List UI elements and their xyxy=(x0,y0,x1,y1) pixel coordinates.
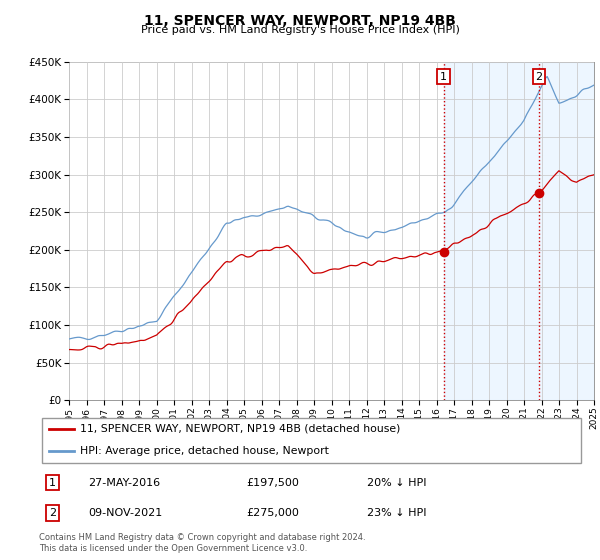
Text: 2: 2 xyxy=(49,508,56,518)
Text: 2: 2 xyxy=(535,72,542,82)
Text: Price paid vs. HM Land Registry's House Price Index (HPI): Price paid vs. HM Land Registry's House … xyxy=(140,25,460,35)
Text: 1: 1 xyxy=(440,72,447,82)
Text: £197,500: £197,500 xyxy=(247,478,299,488)
Text: Contains HM Land Registry data © Crown copyright and database right 2024.
This d: Contains HM Land Registry data © Crown c… xyxy=(39,533,365,553)
Text: £275,000: £275,000 xyxy=(247,508,299,518)
Text: HPI: Average price, detached house, Newport: HPI: Average price, detached house, Newp… xyxy=(80,446,329,456)
Text: 09-NOV-2021: 09-NOV-2021 xyxy=(88,508,163,518)
Text: 11, SPENCER WAY, NEWPORT, NP19 4BB: 11, SPENCER WAY, NEWPORT, NP19 4BB xyxy=(144,14,456,28)
FancyBboxPatch shape xyxy=(42,418,581,463)
Text: 1: 1 xyxy=(49,478,56,488)
Text: 27-MAY-2016: 27-MAY-2016 xyxy=(88,478,160,488)
Text: 23% ↓ HPI: 23% ↓ HPI xyxy=(367,508,426,518)
Text: 11, SPENCER WAY, NEWPORT, NP19 4BB (detached house): 11, SPENCER WAY, NEWPORT, NP19 4BB (deta… xyxy=(80,424,400,434)
Bar xyxy=(443,62,594,400)
Text: 20% ↓ HPI: 20% ↓ HPI xyxy=(367,478,426,488)
